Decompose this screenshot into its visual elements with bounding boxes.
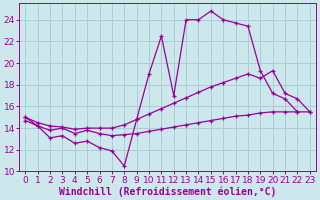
X-axis label: Windchill (Refroidissement éolien,°C): Windchill (Refroidissement éolien,°C) (59, 186, 276, 197)
